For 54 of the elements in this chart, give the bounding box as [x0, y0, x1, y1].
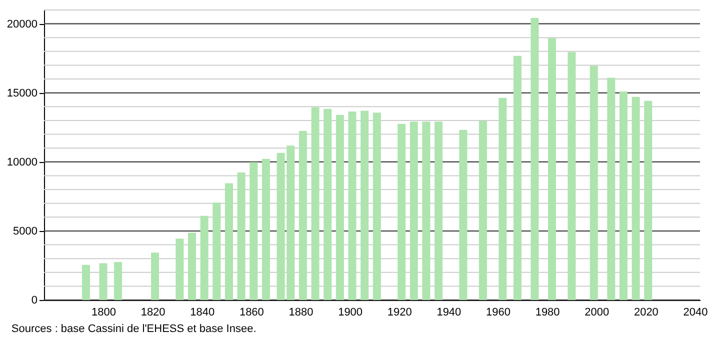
bar — [590, 66, 598, 300]
x-tick-label: 2020 — [634, 306, 658, 318]
bar — [188, 232, 196, 300]
source-note: Sources : base Cassini de l'EHESS et base Insee. — [11, 323, 256, 335]
bar — [398, 124, 406, 300]
bar — [632, 96, 640, 300]
bar — [176, 238, 184, 300]
bar — [478, 120, 487, 300]
bar — [459, 130, 468, 300]
bar — [262, 158, 270, 300]
bar — [237, 172, 246, 300]
bar — [311, 107, 320, 300]
bar — [644, 100, 652, 300]
bar — [336, 114, 344, 300]
x-tick-label: 2000 — [584, 306, 610, 318]
bar — [619, 91, 628, 300]
y-tick-label: 10000 — [6, 156, 38, 168]
bar — [99, 263, 108, 300]
x-tick-label: 2040 — [683, 306, 708, 318]
bar — [530, 18, 539, 300]
x-tick-label: 1980 — [535, 306, 560, 318]
x-tick-label: 1820 — [140, 306, 166, 318]
bar — [298, 130, 307, 300]
bar — [250, 162, 258, 300]
bar — [498, 98, 507, 300]
bar — [568, 52, 576, 300]
bar — [200, 216, 208, 300]
bar — [422, 122, 430, 300]
bar — [114, 262, 122, 300]
bar — [212, 202, 221, 300]
x-tick-label: 1860 — [239, 306, 264, 318]
x-tick-label: 1880 — [288, 306, 314, 318]
bar — [513, 56, 522, 300]
x-tick-label: 1840 — [190, 306, 215, 318]
x-tick-label: 1800 — [92, 306, 116, 318]
y-tick-label: 20000 — [6, 18, 38, 30]
x-tick-label: 1960 — [486, 306, 510, 318]
bar — [434, 122, 443, 300]
y-tick-label: 5000 — [13, 225, 38, 238]
bar — [360, 110, 369, 300]
bar — [548, 38, 556, 300]
bar — [372, 112, 381, 300]
x-tick-label: 1920 — [387, 306, 412, 318]
bar — [151, 252, 160, 300]
bar — [324, 108, 332, 300]
bar — [607, 78, 616, 300]
y-tick-label: 0 — [31, 294, 38, 306]
bar — [224, 183, 233, 300]
bar — [82, 264, 90, 300]
y-tick-label: 15000 — [6, 87, 38, 100]
bar — [348, 112, 356, 300]
x-tick-label: 1900 — [338, 306, 363, 318]
x-tick-label: 1940 — [436, 306, 462, 318]
bar — [410, 122, 418, 300]
